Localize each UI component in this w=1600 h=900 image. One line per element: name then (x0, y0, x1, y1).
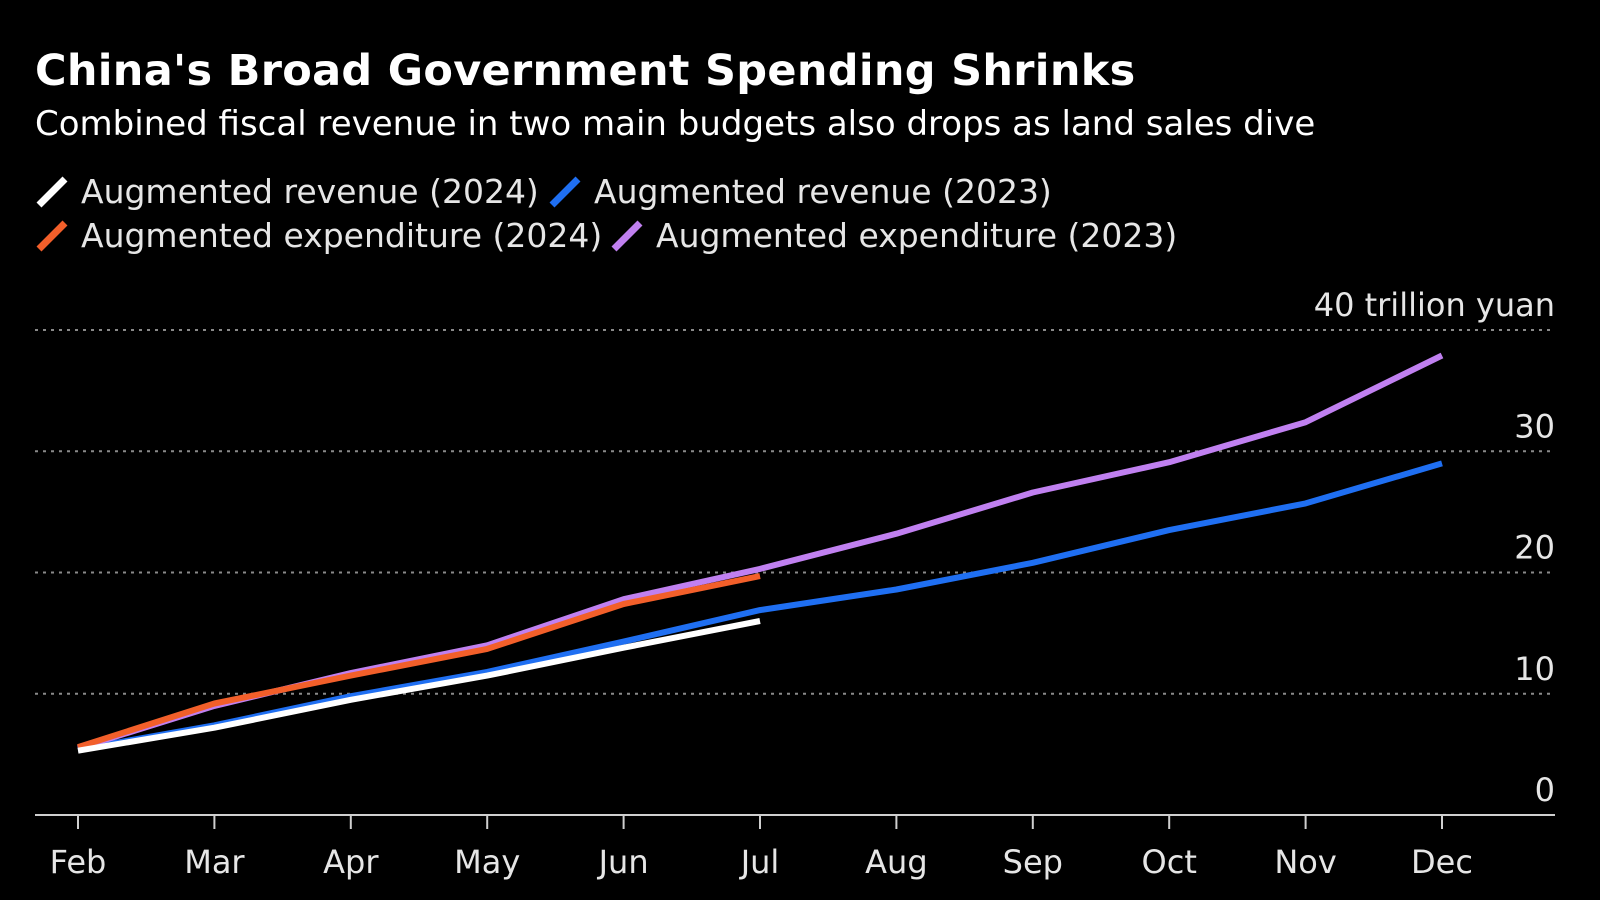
legend-label-revenue-2023: Augmented revenue (2023) (594, 172, 1052, 211)
y-tick-labels: 40 trillion yuan 30 20 10 0 (1314, 286, 1555, 809)
x-tick-label-nov: Nov (1274, 843, 1336, 881)
y-tick-label-40: 40 trillion yuan (1314, 286, 1555, 324)
legend-item-revenue-2024: Augmented revenue (2024) (35, 172, 539, 211)
legend-swatch-expenditure-2023 (611, 220, 643, 251)
legend-label-expenditure-2023: Augmented expenditure (2023) (656, 216, 1178, 255)
y-tick-label-10: 10 (1514, 650, 1555, 688)
x-tick-label-may: May (454, 843, 520, 881)
x-tick-label-apr: Apr (323, 843, 379, 881)
x-tick-label-jul: Jul (739, 843, 780, 881)
series-line-augmented-revenue-2023 (77, 460, 1443, 753)
legend-item-expenditure-2024: Augmented expenditure (2024) (35, 216, 602, 255)
chart-subtitle: Combined fiscal revenue in two main budg… (35, 104, 1316, 144)
gridlines (35, 329, 1555, 695)
x-tick-label-dec: Dec (1411, 843, 1473, 881)
series-line-augmented-revenue-2024 (77, 618, 761, 754)
legend-swatch-revenue-2023 (549, 176, 581, 207)
x-tick-label-oct: Oct (1142, 843, 1197, 881)
legend-item-revenue-2023: Augmented revenue (2023) (548, 172, 1052, 211)
legend-label-revenue-2024: Augmented revenue (2024) (81, 172, 539, 211)
y-tick-label-30: 30 (1514, 407, 1555, 445)
x-tick-label-mar: Mar (184, 843, 245, 881)
x-ticks: Feb Mar Apr May Jun Jul Aug Sep Oct Nov Dec (50, 815, 1473, 881)
x-tick-label-feb: Feb (50, 843, 107, 881)
x-tick-label-aug: Aug (865, 843, 927, 881)
legend-swatch-revenue-2024 (36, 176, 68, 207)
x-tick-label-sep: Sep (1003, 843, 1063, 881)
legend-item-expenditure-2023: Augmented expenditure (2023) (610, 216, 1177, 255)
x-tick-label-jun: Jun (597, 843, 649, 881)
chart-title: China's Broad Government Spending Shrink… (35, 46, 1136, 96)
series-line-augmented-expenditure-2024 (77, 573, 761, 750)
y-tick-label-0: 0 (1535, 771, 1555, 809)
y-tick-label-20: 20 (1514, 529, 1555, 567)
series-lines (77, 352, 1444, 754)
legend-swatch-expenditure-2024 (36, 220, 68, 251)
legend-label-expenditure-2024: Augmented expenditure (2024) (81, 216, 603, 255)
